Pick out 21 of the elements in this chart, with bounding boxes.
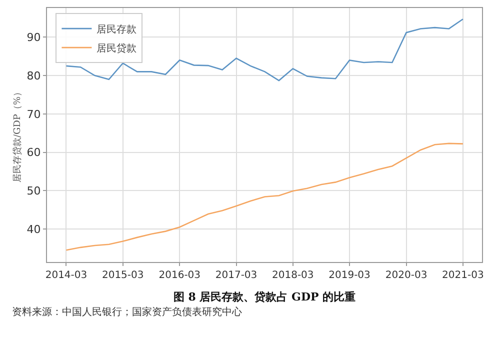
legend-label: 居民贷款	[96, 42, 137, 54]
y-tick-label: 60	[26, 146, 41, 160]
x-tick-label: 2015-03	[102, 270, 144, 281]
y-tick-label: 40	[26, 222, 41, 236]
y-tick-label: 70	[26, 108, 41, 121]
y-tick-label: 50	[26, 184, 41, 198]
x-tick-label: 2021-03	[442, 270, 484, 281]
legend-label: 居民存款	[96, 23, 137, 36]
x-tick-label: 2018-03	[272, 270, 314, 281]
x-tick-label: 2016-03	[158, 270, 201, 281]
x-tick-label: 2019-03	[328, 270, 370, 281]
x-tick-label: 2017-03	[215, 270, 258, 281]
y-tick-label: 80	[26, 69, 41, 82]
x-tick-label: 2020-03	[385, 270, 428, 281]
line-series	[66, 18, 464, 82]
y-tick-label: 90	[26, 31, 41, 44]
y-axis-title: 居民存贷款/GDP（%）	[12, 87, 24, 183]
text: 资料来源：中国人民银行；国家资产负债表研究中心	[12, 306, 242, 318]
line-series	[66, 142, 464, 251]
text: 图 8 居民存款、贷款占 GDP 的比重	[173, 290, 356, 304]
x-tick-label: 2014-03	[45, 270, 88, 281]
